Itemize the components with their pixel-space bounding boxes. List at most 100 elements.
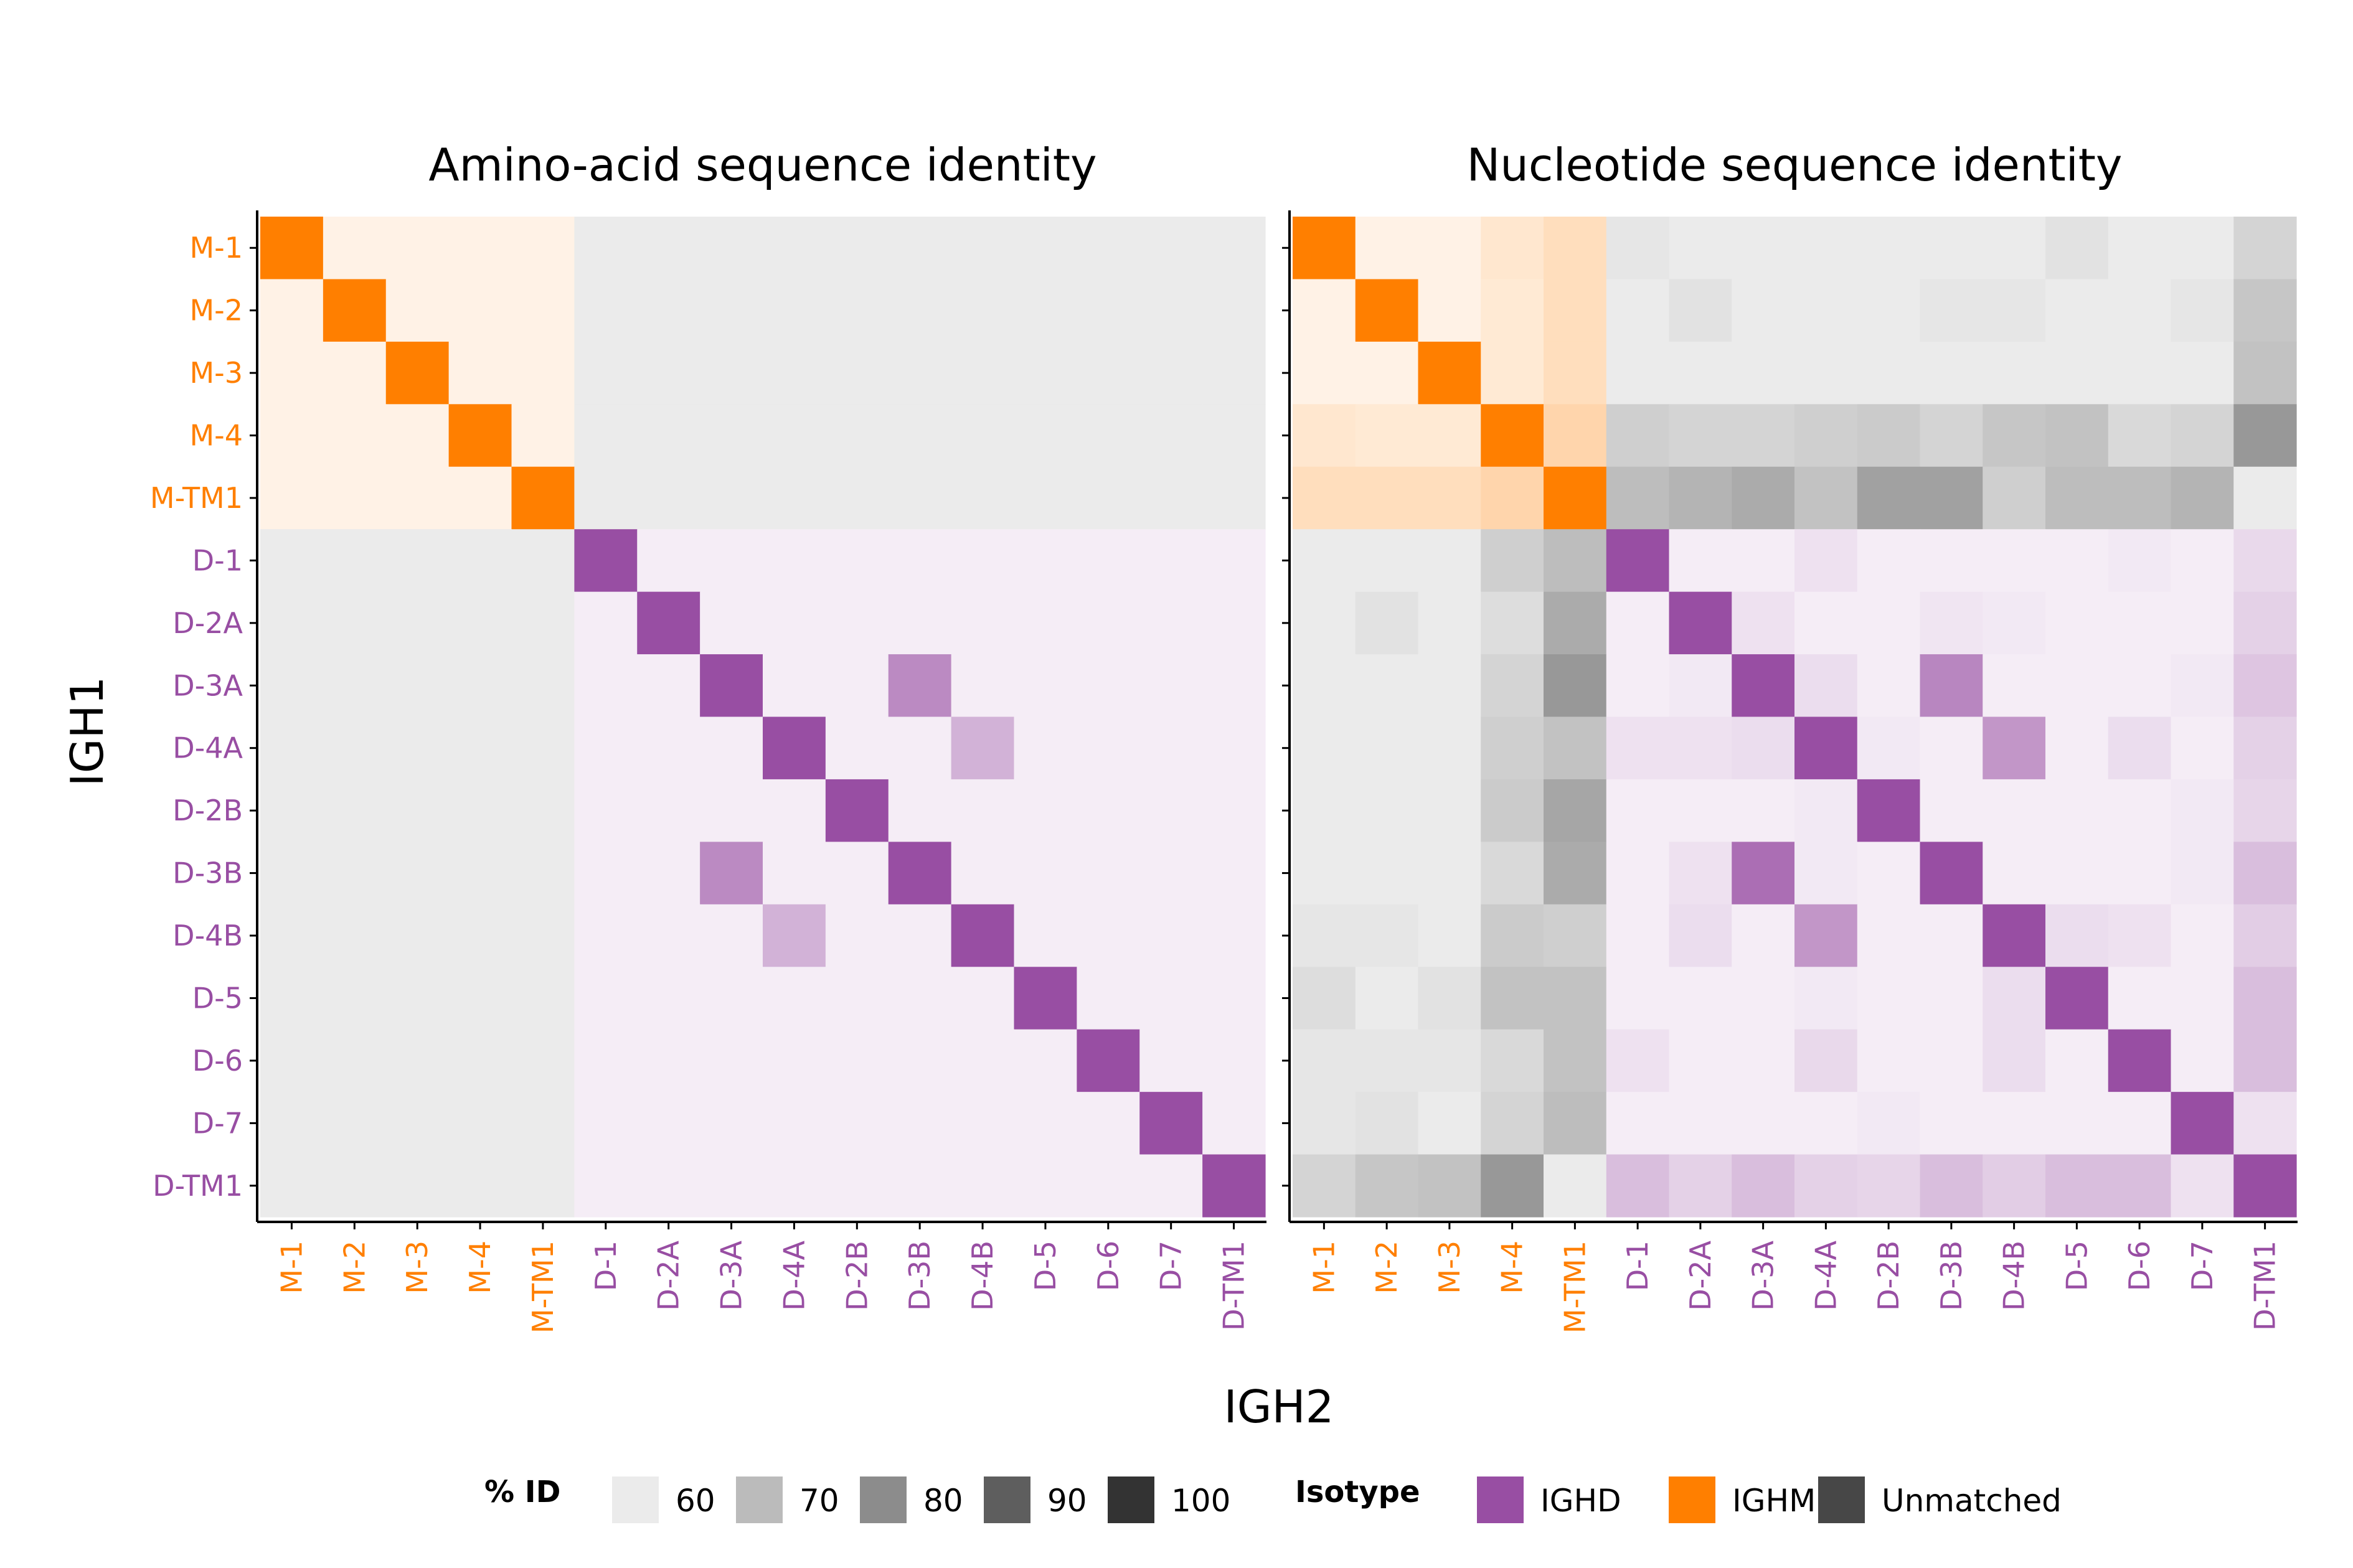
heatmap-cell-nt-D-2A-D-TM1 <box>2233 591 2297 655</box>
x-tick-label: M-1 <box>1307 1241 1341 1294</box>
heatmap-cell-aa-M-2-D-6 <box>1077 279 1140 342</box>
heatmap-cell-nt-D-1-D-3B <box>1920 529 1983 593</box>
heatmap-cell-nt-M-2-D-TM1 <box>2233 279 2297 342</box>
heatmap-cell-aa-D-4A-D-3B <box>888 716 952 780</box>
heatmap-cell-aa-D-7-D-1 <box>574 1092 638 1155</box>
heatmap-cell-nt-D-2B-D-6 <box>2108 779 2172 842</box>
heatmap-cell-aa-D-TM1-M-1 <box>260 1154 324 1218</box>
heatmap-cell-nt-D-6-D-2A <box>1669 1029 1732 1092</box>
heatmap-cell-nt-D-3A-D-7 <box>2171 654 2234 718</box>
x-tick-label: M-TM1 <box>1558 1241 1591 1333</box>
heatmap-cell-aa-M-TM1-D-3B <box>888 466 952 530</box>
heatmap-cell-aa-D-3B-M-1 <box>260 842 324 905</box>
heatmap-cell-aa-M-1-D-2A <box>637 217 700 280</box>
heatmap-cell-nt-D-3A-D-2B <box>1857 654 1921 718</box>
heatmap-cell-nt-D-6-D-5 <box>2045 1029 2109 1092</box>
heatmap-cell-nt-M-TM1-D-1 <box>1606 466 1670 530</box>
heatmap-cell-nt-M-3-D-5 <box>2045 341 2109 405</box>
heatmap-cell-nt-D-3B-M-3 <box>1418 842 1481 905</box>
heatmap-cell-aa-D-5-D-3B <box>888 967 952 1030</box>
heatmap-cell-aa-D-2B-M-4 <box>448 779 512 842</box>
x-tick-label: D-6 <box>1092 1241 1125 1291</box>
heatmap-cell-aa-M-4-D-2B <box>825 404 889 467</box>
heatmap-cell-aa-D-1-M-3 <box>385 529 450 593</box>
heatmap-cell-aa-M-TM1-D-4A <box>763 466 826 530</box>
heatmap-cell-aa-D-6-D-1 <box>574 1029 638 1092</box>
heatmap-cell-aa-D-4A-D-1 <box>574 716 638 780</box>
legend-isotype-label: IGHM <box>1732 1483 1816 1519</box>
heatmap-cell-aa-M-3-D-6 <box>1077 341 1140 405</box>
x-tick-label: M-1 <box>275 1241 308 1294</box>
y-tick-label: D-3B <box>172 857 243 890</box>
heatmap-cell-nt-D-3A-D-5 <box>2045 654 2109 718</box>
x-tick-label: D-2A <box>652 1240 686 1310</box>
heatmap-cell-aa-D-4B-D-7 <box>1139 904 1203 967</box>
heatmap-cell-aa-D-7-D-2A <box>637 1092 700 1155</box>
heatmap-cell-aa-D-2A-D-4A <box>763 591 826 655</box>
heatmap-cell-aa-D-4B-D-6 <box>1077 904 1140 967</box>
heatmap-cell-nt-D-3B-D-5 <box>2045 842 2109 905</box>
heatmap-cell-aa-D-6-D-4B <box>951 1029 1015 1092</box>
heatmap-cell-nt-D-7-M-4 <box>1481 1092 1544 1155</box>
heatmap-cell-nt-D-6-M-TM1 <box>1544 1029 1607 1092</box>
heatmap-cell-nt-D-6-D-4B <box>1983 1029 2046 1092</box>
heatmap-cell-aa-M-2-D-4A <box>763 279 826 342</box>
heatmap-cell-aa-D-TM1-M-4 <box>448 1154 512 1218</box>
x-tick-label: D-4A <box>777 1240 811 1310</box>
heatmap-cell-nt-M-2-D-3B <box>1920 279 1983 342</box>
heatmap-cell-nt-M-TM1-D-7 <box>2171 466 2234 530</box>
heatmap-cell-nt-D-4A-D-4B <box>1983 716 2046 780</box>
heatmap-cell-aa-M-2-D-TM1 <box>1202 279 1266 342</box>
heatmap-cell-aa-M-3-D-4B <box>951 341 1015 405</box>
heatmap-cell-aa-D-TM1-D-2A <box>637 1154 700 1218</box>
heatmap-cell-nt-D-3A-D-1 <box>1606 654 1670 718</box>
heatmap-cell-aa-M-3-D-1 <box>574 341 638 405</box>
heatmap-cell-nt-D-4A-D-2A <box>1669 716 1732 780</box>
heatmap-cell-aa-D-3B-M-4 <box>448 842 512 905</box>
heatmap-cell-nt-M-1-M-1 <box>1293 217 1356 280</box>
heatmap-cell-aa-M-2-D-3A <box>700 279 763 342</box>
heatmap-cell-nt-M-1-D-4B <box>1983 217 2046 280</box>
heatmap-cell-nt-D-4A-D-5 <box>2045 716 2109 780</box>
heatmap-cell-aa-M-1-D-3B <box>888 217 952 280</box>
heatmap-cell-nt-D-3A-M-1 <box>1293 654 1356 718</box>
heatmap-cell-aa-D-6-D-7 <box>1139 1029 1203 1092</box>
heatmap-cell-aa-D-4A-M-TM1 <box>511 716 575 780</box>
heatmap-cell-aa-D-2A-D-TM1 <box>1202 591 1266 655</box>
heatmap-cell-aa-D-5-D-7 <box>1139 967 1203 1030</box>
heatmap-cell-nt-D-7-D-5 <box>2045 1092 2109 1155</box>
heatmap-cell-nt-D-7-M-3 <box>1418 1092 1481 1155</box>
heatmap-cell-nt-D-TM1-M-TM1 <box>1544 1154 1607 1218</box>
heatmap-cell-nt-D-4A-D-4A <box>1794 716 1858 780</box>
x-axis-title: IGH2 <box>1224 1381 1334 1433</box>
heatmap-cell-aa-D-TM1-M-2 <box>323 1154 387 1218</box>
heatmap-cell-nt-M-4-D-5 <box>2045 404 2109 467</box>
heatmap-cell-nt-M-TM1-D-3B <box>1920 466 1983 530</box>
heatmap-cell-nt-M-TM1-M-TM1 <box>1544 466 1607 530</box>
heatmap-cell-aa-D-6-M-2 <box>323 1029 387 1092</box>
heatmap-cell-aa-M-4-M-4 <box>448 404 512 467</box>
y-axis-title: IGH1 <box>61 677 113 787</box>
heatmap-cell-nt-D-1-D-TM1 <box>2233 529 2297 593</box>
heatmap-cell-aa-M-TM1-D-3A <box>700 466 763 530</box>
heatmap-cell-nt-M-3-D-1 <box>1606 341 1670 405</box>
heatmap-cell-aa-M-1-D-3A <box>700 217 763 280</box>
y-tick-label: M-3 <box>189 356 243 390</box>
heatmap-cell-nt-D-1-D-4A <box>1794 529 1858 593</box>
heatmap-cell-nt-D-3B-M-4 <box>1481 842 1544 905</box>
heatmap-cell-aa-M-4-D-1 <box>574 404 638 467</box>
heatmap-cell-nt-D-5-D-4B <box>1983 967 2046 1030</box>
heatmap-cell-nt-D-1-M-TM1 <box>1544 529 1607 593</box>
heatmap-cell-aa-D-2A-D-2B <box>825 591 889 655</box>
heatmap-cell-aa-M-1-D-4A <box>763 217 826 280</box>
heatmap-cell-nt-M-1-D-2A <box>1669 217 1732 280</box>
heatmap-cell-nt-D-7-D-4A <box>1794 1092 1858 1155</box>
heatmap-cell-aa-M-TM1-M-2 <box>323 466 387 530</box>
heatmap-cell-aa-M-2-D-3B <box>888 279 952 342</box>
heatmap-cell-aa-D-5-D-2B <box>825 967 889 1030</box>
heatmap-cell-aa-D-4A-D-2A <box>637 716 700 780</box>
heatmap-cell-nt-M-1-D-6 <box>2108 217 2172 280</box>
heatmap-cell-aa-D-2A-D-1 <box>574 591 638 655</box>
heatmap-cell-nt-D-2B-D-4B <box>1983 779 2046 842</box>
heatmap-cell-aa-D-3A-D-3B <box>888 654 952 718</box>
